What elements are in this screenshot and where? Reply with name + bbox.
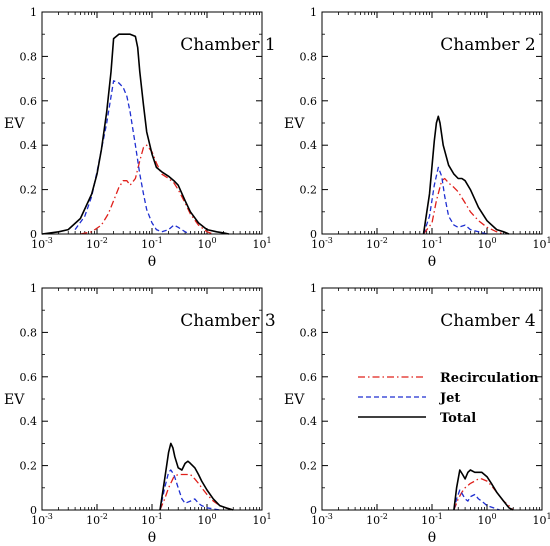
- panel-title: Chamber 2: [440, 35, 536, 55]
- y-tick-label: 1: [30, 282, 37, 295]
- x-axis-label: θ: [148, 254, 156, 270]
- y-axis-label: EV: [4, 116, 25, 132]
- x-axis-label: θ: [428, 254, 436, 270]
- x-tick-label: 101: [252, 512, 271, 527]
- y-tick-label: 0.4: [20, 415, 38, 428]
- x-tick-label: 10-2: [366, 512, 388, 527]
- y-tick-label: 0.8: [20, 50, 38, 63]
- x-tick-label: 100: [197, 512, 216, 527]
- x-tick-label: 10-1: [421, 512, 443, 527]
- y-tick-label: 0.6: [300, 95, 318, 108]
- x-tick-label: 100: [477, 512, 496, 527]
- x-tick-label: 101: [532, 236, 550, 251]
- y-tick-label: 0.6: [300, 371, 318, 384]
- panel-title: Chamber 3: [180, 311, 276, 331]
- series-line-total: [453, 469, 514, 511]
- x-tick-label: 10-3: [311, 512, 333, 527]
- panel-title: Chamber 4: [440, 311, 536, 331]
- x-tick-label: 10-1: [141, 512, 163, 527]
- y-tick-label: 0.4: [300, 139, 318, 152]
- legend-label-jet: Jet: [439, 391, 460, 406]
- x-tick-label: 10-3: [31, 512, 53, 527]
- x-tick-label: 101: [532, 512, 550, 527]
- y-tick-label: 0.6: [20, 371, 38, 384]
- x-tick-label: 101: [252, 236, 271, 251]
- y-tick-label: 0.2: [300, 184, 318, 197]
- y-tick-label: 0.4: [20, 139, 38, 152]
- series-line-recirculation: [422, 177, 504, 235]
- chart-panel-1: 10-3 10-2 10-1 100 101 0 0.2 0.4 0.6 0.8 1 Chamber …: [4, 6, 276, 270]
- series-line-recirculation: [159, 473, 234, 511]
- y-axis-label: EV: [284, 392, 305, 408]
- legend-label-recirculation: Recirculation: [440, 371, 539, 386]
- y-tick-label: 0.8: [300, 50, 318, 63]
- legend-label-total: Total: [440, 411, 476, 426]
- y-tick-label: 1: [310, 282, 317, 295]
- y-tick-label: 0: [310, 504, 317, 517]
- x-axis-label: θ: [148, 530, 156, 546]
- x-tick-label: 100: [477, 236, 496, 251]
- x-tick-label: 10-2: [86, 512, 108, 527]
- y-tick-label: 1: [30, 6, 37, 19]
- series-line-jet: [422, 166, 488, 235]
- y-tick-label: 0.2: [20, 184, 38, 197]
- x-tick-label: 10-2: [366, 236, 388, 251]
- series-line-jet: [453, 489, 500, 511]
- x-tick-label: 10-3: [311, 236, 333, 251]
- y-tick-label: 0: [310, 228, 317, 241]
- panel-title: Chamber 1: [180, 35, 276, 55]
- y-tick-label: 0.2: [20, 460, 38, 473]
- y-tick-label: 0.8: [300, 326, 318, 339]
- y-tick-label: 1: [310, 6, 317, 19]
- x-tick-label: 10-1: [421, 236, 443, 251]
- plot-frame: [321, 11, 543, 235]
- series-line-jet: [159, 469, 220, 511]
- y-axis-label: EV: [284, 116, 305, 132]
- x-tick-label: 100: [197, 236, 216, 251]
- y-tick-label: 0.6: [20, 95, 38, 108]
- y-tick-label: 0.4: [300, 415, 318, 428]
- series-line-jet: [74, 80, 191, 235]
- plot-frame: [41, 11, 263, 235]
- y-axis-label: EV: [4, 392, 25, 408]
- chart-panel-2: 10-3 10-2 10-1 100 101 0 0.2 0.4 0.6 0.8 1 Chamber …: [284, 6, 550, 270]
- chart-panel-4: 10-3 10-2 10-1 100 101 0 0.2 0.4 0.6 0.8 1 Chamber …: [284, 282, 550, 546]
- x-tick-label: 10-1: [141, 236, 163, 251]
- series-line-total: [41, 33, 230, 235]
- x-tick-label: 10-2: [86, 236, 108, 251]
- y-tick-label: 0.2: [300, 460, 318, 473]
- y-tick-label: 0: [30, 504, 37, 517]
- plot-frame: [321, 287, 543, 511]
- series-line-total: [422, 115, 510, 235]
- series-line-total: [159, 442, 234, 511]
- chart-panel-3: 10-3 10-2 10-1 100 101 0 0.2 0.4 0.6 0.8 1 Chamber …: [4, 282, 276, 546]
- x-axis-label: θ: [428, 530, 436, 546]
- plot-frame: [41, 287, 263, 511]
- legend: Recirculation Jet Total: [358, 371, 539, 426]
- series-line-recirculation: [80, 144, 214, 235]
- y-tick-label: 0.8: [20, 326, 38, 339]
- x-tick-label: 10-3: [31, 236, 53, 251]
- y-tick-label: 0: [30, 228, 37, 241]
